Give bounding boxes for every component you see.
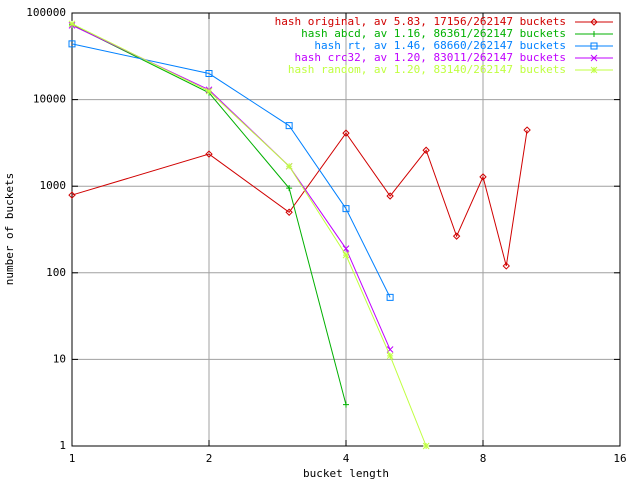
marker (422, 146, 430, 154)
legend-marker (590, 42, 598, 50)
marker (422, 442, 430, 450)
marker (205, 70, 213, 78)
y-tick-label: 10000 (33, 93, 66, 106)
legend-marker (590, 18, 598, 26)
plot-border (71, 12, 621, 447)
legend-marker (590, 54, 598, 62)
y-tick-label: 100000 (26, 6, 66, 19)
marker (452, 232, 461, 240)
y-axis-label: number of buckets (3, 173, 16, 286)
marker (386, 293, 394, 301)
legend-marker (590, 66, 598, 74)
y-tick-label: 10 (53, 352, 66, 365)
y-tick-label: 1000 (40, 179, 67, 192)
legend-label: hash random, av 1.20, 83140/262147 bucke… (288, 63, 566, 76)
x-tick-label: 2 (206, 452, 213, 465)
marker (342, 251, 350, 259)
x-tick-label: 4 (343, 452, 350, 465)
legend-label: hash abcd, av 1.16, 86361/262147 buckets (301, 27, 566, 40)
marker (68, 20, 76, 28)
marker (68, 40, 76, 48)
y-tick-label: 100 (46, 266, 66, 279)
legend-marker (591, 31, 597, 37)
x-tick-label: 8 (480, 452, 487, 465)
marker (523, 126, 531, 134)
series-line (71, 129, 528, 267)
legend-label: hash crc32, av 1.20, 83011/262147 bucket… (294, 51, 566, 64)
marker (479, 173, 487, 181)
marker (205, 87, 213, 95)
marker (285, 122, 293, 130)
marker (68, 191, 76, 199)
y-tick-label: 1 (59, 439, 66, 452)
legend-label: hash rt, av 1.46, 68660/262147 buckets (314, 39, 566, 52)
x-tick-label: 16 (613, 452, 626, 465)
marker (285, 208, 293, 216)
marker (342, 245, 350, 253)
x-tick-label: 1 (69, 452, 76, 465)
series-line (71, 23, 427, 447)
marker (343, 401, 349, 408)
marker (205, 150, 213, 158)
marker (386, 352, 394, 360)
marker (286, 185, 293, 192)
marker (342, 205, 350, 213)
legend-label: hash original, av 5.83, 17156/262147 buc… (275, 15, 566, 28)
marker (502, 262, 510, 270)
series-line (71, 43, 391, 298)
marker (386, 192, 394, 200)
marker (342, 129, 350, 137)
x-axis-label: bucket length (303, 467, 389, 480)
marker (285, 162, 293, 170)
